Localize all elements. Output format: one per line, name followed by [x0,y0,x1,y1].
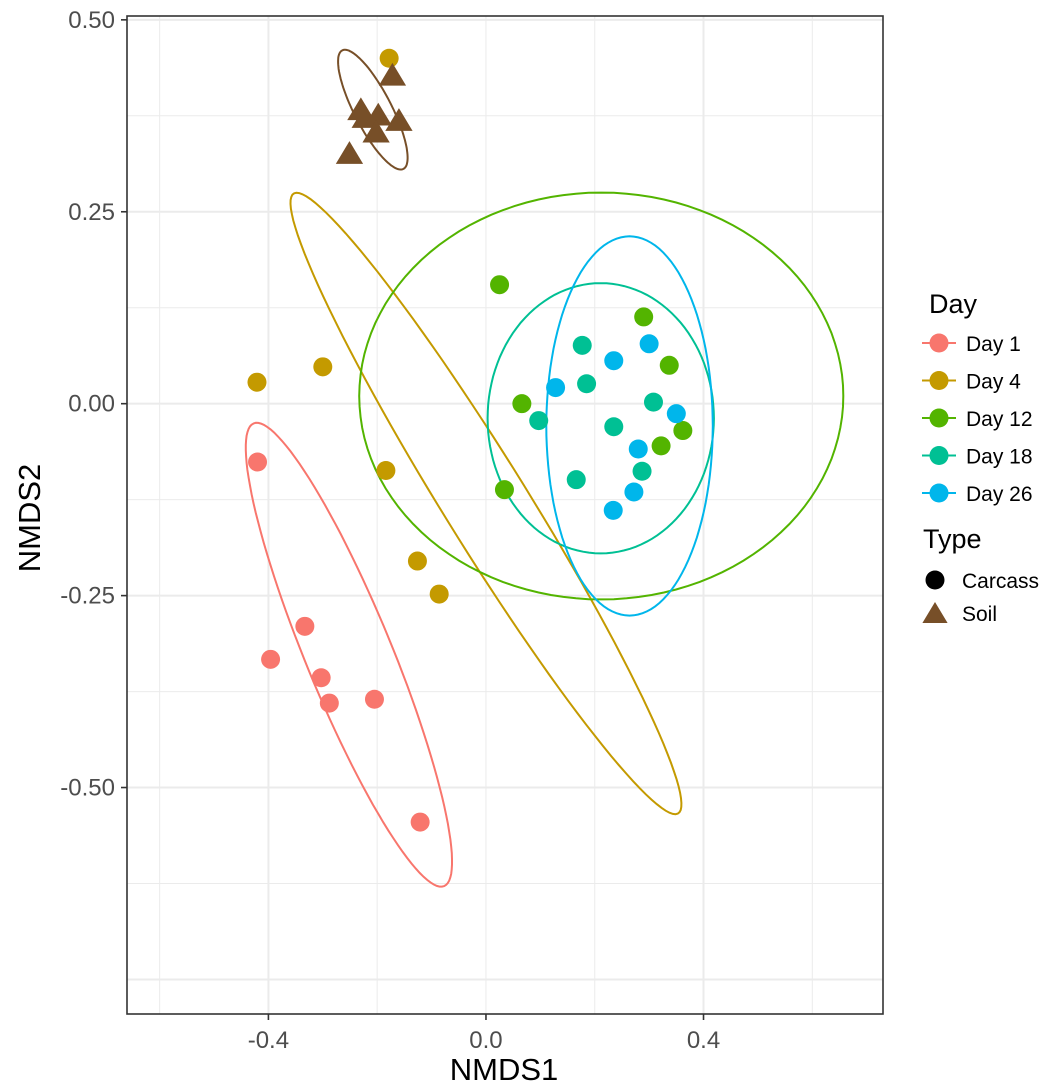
point-day-26 [546,378,566,398]
legend-day-key-dot [929,483,949,503]
ellipse-day-4 [289,191,683,816]
confidence-ellipses [244,48,845,888]
point-day-18 [632,461,652,481]
point-day-12 [490,275,510,295]
soil-point [362,119,390,143]
ellipse-day-12 [358,191,845,601]
point-day-12 [494,480,514,500]
legend-type: Type Carcass Soil [922,524,1039,626]
axes: -0.4 0.0 0.4 -0.50 -0.25 0.00 0.25 0.50 [60,7,720,1054]
y-tick-label: 0.25 [68,199,115,226]
point-day-1 [319,693,339,713]
point-day-18 [577,374,597,394]
point-day-1 [311,668,331,688]
legend-type-triangle [922,602,948,623]
point-day-1 [295,616,315,636]
point-day-26 [624,482,644,502]
ellipse-day-18 [486,282,715,555]
soil-point [364,102,392,126]
point-day-4 [429,584,449,604]
x-tick-label: 0.0 [469,1027,502,1054]
legend-day-title: Day [929,289,978,319]
legend-type-circle [925,570,945,590]
y-tick-label: 0.50 [68,7,115,34]
data-points [247,48,693,832]
soil-point [378,62,407,86]
ellipse-soil [337,48,409,171]
point-day-12 [659,355,679,375]
legend-type-title: Type [923,524,982,554]
point-day-26 [628,439,648,459]
point-day-1 [261,649,281,669]
x-tick-label: -0.4 [248,1027,289,1054]
legend-type-label: Carcass [962,570,1039,593]
point-day-4 [376,460,396,480]
legend-day-key-dot [929,371,949,390]
point-day-1 [248,452,268,472]
point-day-1 [364,689,384,709]
point-day-18 [572,335,592,355]
point-day-12 [512,394,532,414]
point-day-4 [247,372,267,392]
point-day-4 [379,48,399,68]
legend-day: Day Day 1 Day 4 Day 12 Day 18 Day 26 [922,289,1033,506]
point-day-12 [651,436,671,456]
point-day-26 [603,500,623,520]
legend-day-key-dot [929,446,949,465]
point-day-18 [529,411,549,431]
point-day-18 [604,417,624,437]
legend-day-label: Day 18 [966,446,1033,469]
point-day-26 [604,351,624,371]
legend-day-key-dot [929,408,949,428]
point-day-1 [410,812,430,832]
x-tick-label: 0.4 [687,1027,720,1054]
point-day-4 [313,357,333,377]
legend-type-label: Soil [962,603,997,626]
legend-day-key-dot [929,333,949,353]
point-day-26 [666,404,686,424]
legend-day-label: Day 4 [966,371,1021,394]
soil-point [335,141,364,164]
y-tick-label: 0.00 [68,391,115,418]
y-axis-title: NMDS2 [12,464,47,573]
plot-panel-border [126,15,884,1015]
point-day-12 [673,421,693,441]
soil-point [385,108,413,131]
x-axis-title: NMDS1 [450,1052,559,1084]
point-day-26 [639,334,659,354]
point-day-18 [643,392,663,412]
ellipse-day-1 [244,421,453,888]
y-tick-label: -0.25 [60,583,115,610]
point-day-18 [566,470,586,490]
legend-day-label: Day 1 [966,333,1021,356]
point-day-12 [634,307,654,327]
point-day-4 [407,551,427,571]
legend-day-label: Day 12 [966,408,1033,431]
legend-day-label: Day 26 [966,483,1033,506]
y-tick-label: -0.50 [60,775,115,802]
